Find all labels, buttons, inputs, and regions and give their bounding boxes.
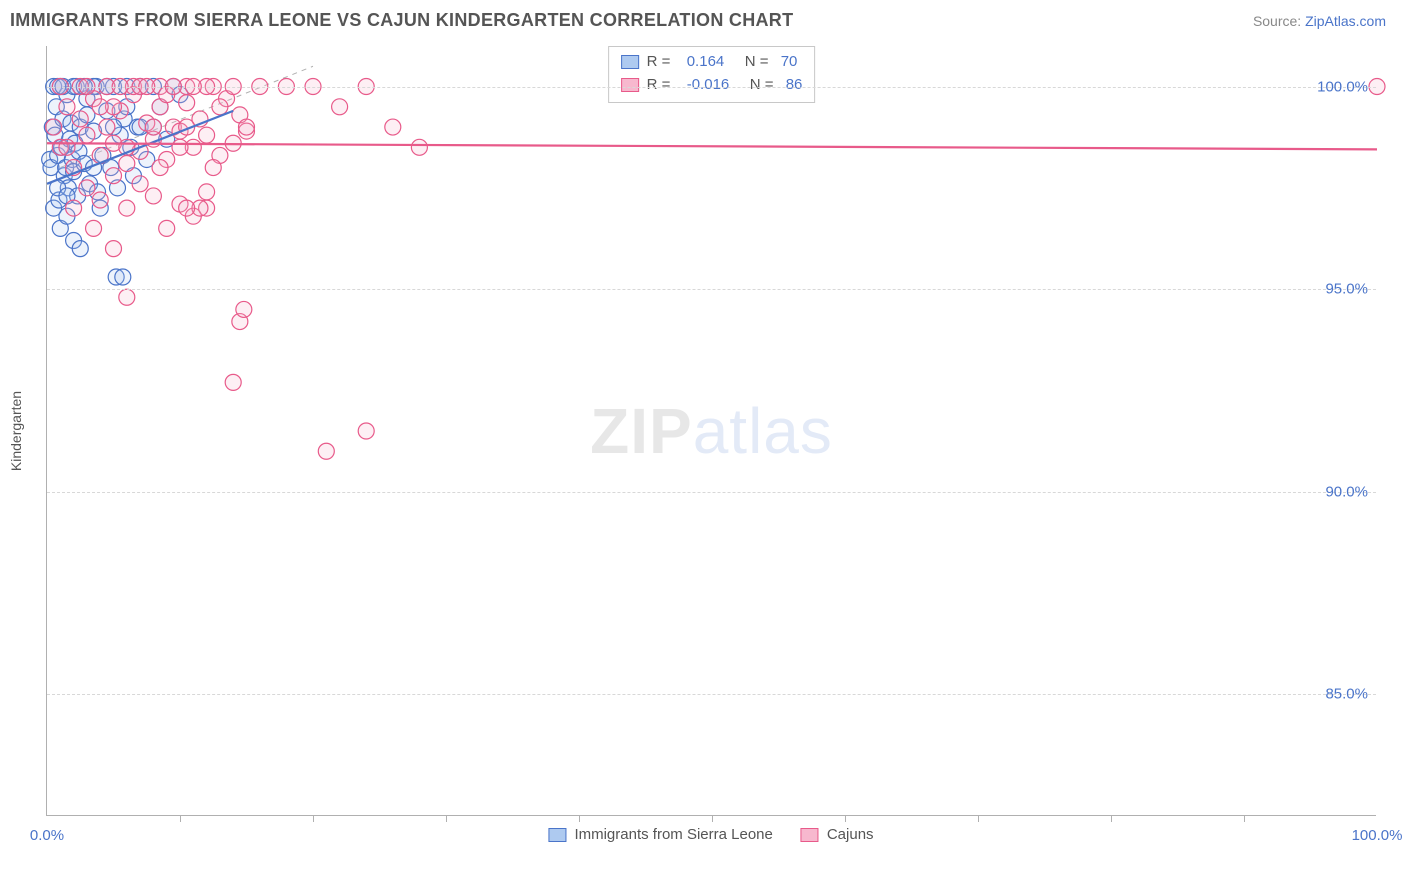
data-point — [132, 176, 148, 192]
data-point — [236, 301, 252, 317]
x-tick — [446, 815, 447, 822]
y-axis-label: Kindergarten — [8, 391, 24, 471]
y-tick-label: 95.0% — [1325, 281, 1368, 298]
gridline — [47, 87, 1376, 88]
data-point — [99, 119, 115, 135]
data-point — [145, 119, 161, 135]
data-point — [199, 127, 215, 143]
legend-item: Cajuns — [801, 826, 874, 843]
n-value: 70 — [777, 51, 798, 74]
n-value: 86 — [782, 74, 803, 97]
y-tick-label: 100.0% — [1317, 78, 1368, 95]
r-value: -0.016 — [678, 74, 729, 97]
svg-layer — [47, 46, 1376, 815]
data-point — [205, 160, 221, 176]
data-point — [332, 99, 348, 115]
x-axis-label: 100.0% — [1352, 827, 1403, 844]
data-point — [106, 241, 122, 257]
data-point — [92, 192, 108, 208]
x-tick — [1244, 815, 1245, 822]
n-label: N = — [732, 51, 768, 74]
data-point — [119, 289, 135, 305]
data-point — [72, 111, 88, 127]
data-point — [212, 99, 228, 115]
source-prefix: Source: — [1253, 13, 1305, 29]
x-tick — [978, 815, 979, 822]
stats-row: R = -0.016 N = 86 — [621, 74, 803, 97]
data-point — [225, 374, 241, 390]
data-point — [159, 220, 175, 236]
data-point — [106, 168, 122, 184]
data-point — [172, 139, 188, 155]
data-point — [59, 99, 75, 115]
source-label: Source: ZipAtlas.com — [1253, 13, 1386, 29]
chart-header: IMMIGRANTS FROM SIERRA LEONE VS CAJUN KI… — [0, 0, 1406, 37]
bottom-legend: Immigrants from Sierra Leone Cajuns — [548, 826, 873, 843]
x-tick — [1111, 815, 1112, 822]
legend-swatch — [621, 55, 639, 69]
gridline — [47, 289, 1376, 290]
data-point — [115, 269, 131, 285]
data-point — [179, 95, 195, 111]
data-point — [66, 200, 82, 216]
data-point — [59, 139, 75, 155]
data-point — [411, 139, 427, 155]
r-label: R = — [647, 74, 671, 97]
r-label: R = — [647, 51, 671, 74]
y-tick-label: 85.0% — [1325, 686, 1368, 703]
data-point — [119, 200, 135, 216]
gridline — [47, 694, 1376, 695]
chart-title: IMMIGRANTS FROM SIERRA LEONE VS CAJUN KI… — [10, 10, 793, 31]
data-point — [239, 119, 255, 135]
data-point — [152, 160, 168, 176]
source-link[interactable]: ZipAtlas.com — [1305, 13, 1386, 29]
legend-label: Cajuns — [827, 826, 874, 843]
stats-row: R = 0.164 N = 70 — [621, 51, 803, 74]
x-tick — [180, 815, 181, 822]
x-tick — [579, 815, 580, 822]
data-point — [179, 200, 195, 216]
x-axis-label: 0.0% — [30, 827, 64, 844]
y-tick-label: 90.0% — [1325, 483, 1368, 500]
data-point — [79, 180, 95, 196]
data-point — [92, 99, 108, 115]
legend-label: Immigrants from Sierra Leone — [574, 826, 772, 843]
data-point — [119, 156, 135, 172]
legend-swatch — [548, 828, 566, 842]
data-point — [318, 443, 334, 459]
n-label: N = — [737, 74, 773, 97]
r-value: 0.164 — [678, 51, 724, 74]
data-point — [358, 423, 374, 439]
chart-area: ZIPatlas R = 0.164 N = 70R = -0.016 N = … — [46, 46, 1376, 816]
legend-swatch — [621, 78, 639, 92]
data-point — [72, 241, 88, 257]
plot-region: ZIPatlas R = 0.164 N = 70R = -0.016 N = … — [46, 46, 1376, 816]
legend-swatch — [801, 828, 819, 842]
x-tick — [845, 815, 846, 822]
data-point — [385, 119, 401, 135]
data-point — [86, 220, 102, 236]
x-tick — [712, 815, 713, 822]
data-point — [79, 127, 95, 143]
legend-item: Immigrants from Sierra Leone — [548, 826, 772, 843]
x-tick — [313, 815, 314, 822]
data-point — [145, 188, 161, 204]
data-point — [46, 119, 62, 135]
gridline — [47, 492, 1376, 493]
data-point — [199, 184, 215, 200]
stats-box: R = 0.164 N = 70R = -0.016 N = 86 — [608, 46, 816, 103]
